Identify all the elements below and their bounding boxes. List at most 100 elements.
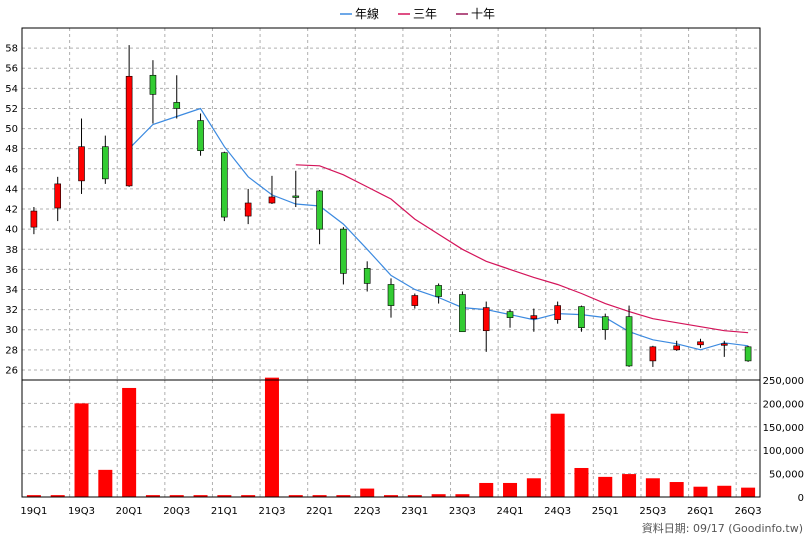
candle-body bbox=[78, 146, 85, 182]
volume-bar bbox=[384, 495, 398, 497]
volume-bar bbox=[574, 467, 589, 497]
candle-body bbox=[292, 195, 300, 198]
volume-bar bbox=[717, 485, 732, 497]
volume-bar bbox=[264, 377, 279, 497]
price-panel-frame bbox=[21, 27, 761, 381]
volume-bar bbox=[145, 495, 160, 497]
x-tick-label: 20Q1 bbox=[116, 506, 143, 517]
x-axis: 19Q1 19Q3 20Q1 20Q3 21Q1 21Q3 22Q1 22Q3 23Q1 23Q3… bbox=[20, 506, 761, 517]
legend-label-1: 年線 bbox=[355, 6, 379, 21]
candle-body bbox=[221, 152, 228, 218]
x-tick-label: 24Q3 bbox=[544, 506, 571, 517]
candle-body bbox=[411, 295, 419, 306]
price-tick-label: 46 bbox=[5, 164, 18, 175]
price-tick-label: 52 bbox=[5, 104, 18, 115]
price-tick-label: 54 bbox=[5, 84, 18, 95]
candle-body bbox=[340, 228, 347, 274]
price-tick-label: 48 bbox=[5, 144, 18, 155]
volume-bar bbox=[526, 478, 541, 497]
price-tick-label: 38 bbox=[5, 245, 18, 256]
volume-bar bbox=[288, 495, 303, 497]
candle-body bbox=[459, 294, 466, 333]
candle-body bbox=[244, 202, 252, 217]
candle-body bbox=[435, 285, 442, 297]
volume-bar bbox=[98, 469, 113, 497]
candle-body bbox=[744, 346, 752, 362]
x-tick-label: 21Q1 bbox=[211, 506, 238, 517]
volume-bar bbox=[431, 494, 446, 497]
candle-body bbox=[554, 305, 561, 320]
candle-body bbox=[649, 346, 657, 362]
volume-bar bbox=[550, 413, 565, 497]
volume-bar bbox=[645, 478, 660, 497]
volume-bar bbox=[455, 494, 470, 497]
candle-body bbox=[30, 210, 38, 228]
legend: 年線 三年 十年 bbox=[340, 6, 495, 21]
moving-average-line-2 bbox=[295, 164, 749, 334]
volume-bar bbox=[241, 495, 256, 497]
price-tick-label: 26 bbox=[5, 365, 18, 376]
candle-body bbox=[387, 284, 395, 306]
volume-bar bbox=[26, 495, 41, 497]
volume-bar bbox=[193, 495, 208, 497]
candle-body bbox=[173, 102, 181, 109]
candle-body bbox=[268, 196, 276, 204]
price-tick-label: 32 bbox=[5, 305, 18, 316]
legend-label-3: 十年 bbox=[471, 7, 495, 21]
volume-bar bbox=[503, 482, 518, 497]
volume-bar bbox=[693, 486, 708, 497]
candle-body bbox=[363, 268, 371, 284]
volume-grid bbox=[22, 380, 760, 497]
candle-body bbox=[197, 120, 204, 151]
volume-bar bbox=[598, 476, 613, 497]
x-tick-label: 20Q3 bbox=[163, 506, 190, 517]
x-tick-label: 22Q3 bbox=[354, 506, 381, 517]
candle-body bbox=[149, 74, 157, 95]
data-date-footer: 資料日期: 09/17 (Goodinfo.tw) bbox=[642, 521, 803, 535]
x-tick-label: 26Q1 bbox=[687, 506, 714, 517]
volume-bar bbox=[360, 488, 375, 497]
candle-body bbox=[316, 190, 323, 230]
candle-body bbox=[506, 311, 514, 318]
volume-bar bbox=[74, 403, 89, 497]
candle-body bbox=[482, 307, 490, 332]
volume-bar bbox=[622, 474, 637, 497]
price-tick-label: 44 bbox=[5, 184, 18, 195]
candle-body bbox=[54, 183, 62, 209]
price-tick-label: 50 bbox=[5, 124, 18, 135]
x-tick-label: 22Q1 bbox=[306, 506, 333, 517]
x-tick-label: 21Q3 bbox=[258, 506, 285, 517]
x-tick-label: 25Q3 bbox=[639, 506, 666, 517]
volume-bar bbox=[312, 495, 327, 497]
volume-tick-label: 150,000 bbox=[763, 423, 804, 434]
candle-body bbox=[673, 345, 680, 351]
price-tick-label: 36 bbox=[5, 265, 18, 276]
price-tick-label: 58 bbox=[5, 44, 18, 55]
candle-body bbox=[625, 316, 633, 367]
volume-bar bbox=[169, 495, 184, 497]
price-tick-label: 30 bbox=[5, 325, 18, 336]
volume-bar bbox=[217, 495, 232, 497]
candle-body bbox=[578, 306, 585, 329]
volume-bar bbox=[122, 387, 137, 497]
volume-tick-label: 0 bbox=[798, 493, 804, 504]
price-tick-label: 40 bbox=[5, 225, 18, 236]
price-axis: 26 28 30 32 34 36 38 40 42 44 46 48 50 52 54 56 58 bbox=[5, 44, 18, 377]
x-tick-label: 23Q1 bbox=[401, 506, 428, 517]
volume-bar bbox=[669, 482, 684, 497]
price-tick-label: 28 bbox=[5, 345, 18, 356]
candle-body bbox=[697, 341, 704, 346]
price-tick-label: 56 bbox=[5, 64, 18, 75]
volume-bar bbox=[407, 495, 422, 497]
volume-tick-label: 50,000 bbox=[769, 470, 804, 481]
volume-tick-label: 200,000 bbox=[763, 399, 804, 410]
candle-body bbox=[601, 316, 609, 331]
price-tick-label: 34 bbox=[5, 285, 18, 296]
volume-bar bbox=[336, 495, 351, 497]
volume-tick-label: 100,000 bbox=[763, 446, 804, 457]
volume-bar bbox=[479, 482, 494, 497]
candlesticks bbox=[30, 45, 752, 367]
x-tick-label: 26Q3 bbox=[735, 506, 762, 517]
